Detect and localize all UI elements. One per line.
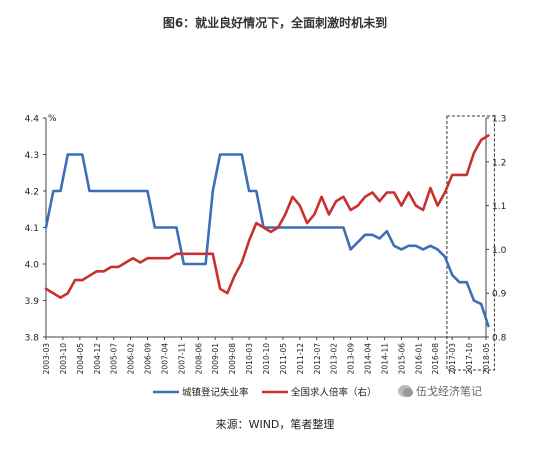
y-right-tick-label: 0.9 [492,290,507,300]
x-tick-label: 2015-06 [397,343,406,375]
y-left-tick-label: 4.1 [25,224,39,234]
legend-label-unemployment: 城镇登记失业率 [182,387,249,399]
x-tick-label: 2009-08 [228,343,237,375]
x-tick-label: 2007-04 [160,343,169,375]
highlight-box [446,115,495,371]
y-left-tick-label: 3.8 [25,334,40,344]
wechat-icon [398,385,413,397]
x-tick-label: 2010-03 [245,343,254,375]
y-left-tick-label: 4.0 [25,261,40,271]
x-tick-label: 2004-12 [93,343,102,375]
x-tick-label: 2012-07 [313,343,322,375]
y-left-tick-label: 4.3 [25,151,39,161]
series-line-job-ratio [44,134,490,299]
legend-label-job-ratio: 全国求人倍率（右） [291,387,377,399]
y-right-tick-label: 0.8 [492,334,507,344]
x-tick-label: 2017-10 [465,343,474,375]
x-tick-label: 2011-12 [296,343,305,375]
x-tick-label: 2003-03 [42,343,51,375]
y-left-tick-label: 4.2 [25,188,39,198]
x-tick-label: 2006-02 [127,343,136,375]
chart-axes: 3.8 3.9 4.0 4.1 4.2 4.3 4.4 0.8 0.9 1.0 1.1 1.2 1.3%… [25,114,507,374]
chart-title: 图6：就业良好情况下，全面刺激时机未到 [162,16,388,30]
y-left-tick-label: 3.9 [25,297,40,307]
x-tick-label: 2009-01 [211,343,220,375]
watermark: 伍戈经济笔记 [398,383,482,399]
x-tick-label: 2004-05 [76,343,85,375]
x-tick-label: 2005-07 [110,343,119,375]
x-tick-label: 2003-10 [59,343,68,375]
x-tick-label: 2013-09 [347,343,356,375]
x-tick-label: 2014-04 [364,343,373,375]
x-tick-label: 2010-10 [262,343,271,375]
y-right-tick-label: 1.3 [492,115,506,125]
x-tick-label: 2016-01 [414,343,423,375]
x-tick-label: 2013-02 [330,343,339,375]
x-tick-label: 2011-05 [279,343,288,375]
series-line-unemployment [44,153,490,328]
y-left-unit-label: % [48,114,57,124]
source-note: 来源：WIND，笔者整理 [215,418,335,431]
x-tick-label: 2008-06 [194,343,203,375]
chart-legend: 城镇登记失业率 全国求人倍率（右） [153,387,377,399]
chart-lines [44,134,490,328]
x-tick-label: 2014-11 [380,343,389,375]
y-left-tick-label: 4.4 [25,115,40,125]
x-tick-label: 2006-09 [144,343,153,375]
watermark-text: 伍戈经济笔记 [416,385,482,398]
x-tick-label: 2007-11 [177,343,186,375]
y-right-tick-label: 1.0 [492,246,507,256]
x-tick-label: 2017-03 [448,343,457,375]
y-right-tick-label: 1.1 [492,202,506,212]
x-tick-label: 2016-08 [431,343,440,375]
y-right-tick-label: 1.2 [492,158,506,168]
x-tick-label: 2018-05 [482,343,491,375]
